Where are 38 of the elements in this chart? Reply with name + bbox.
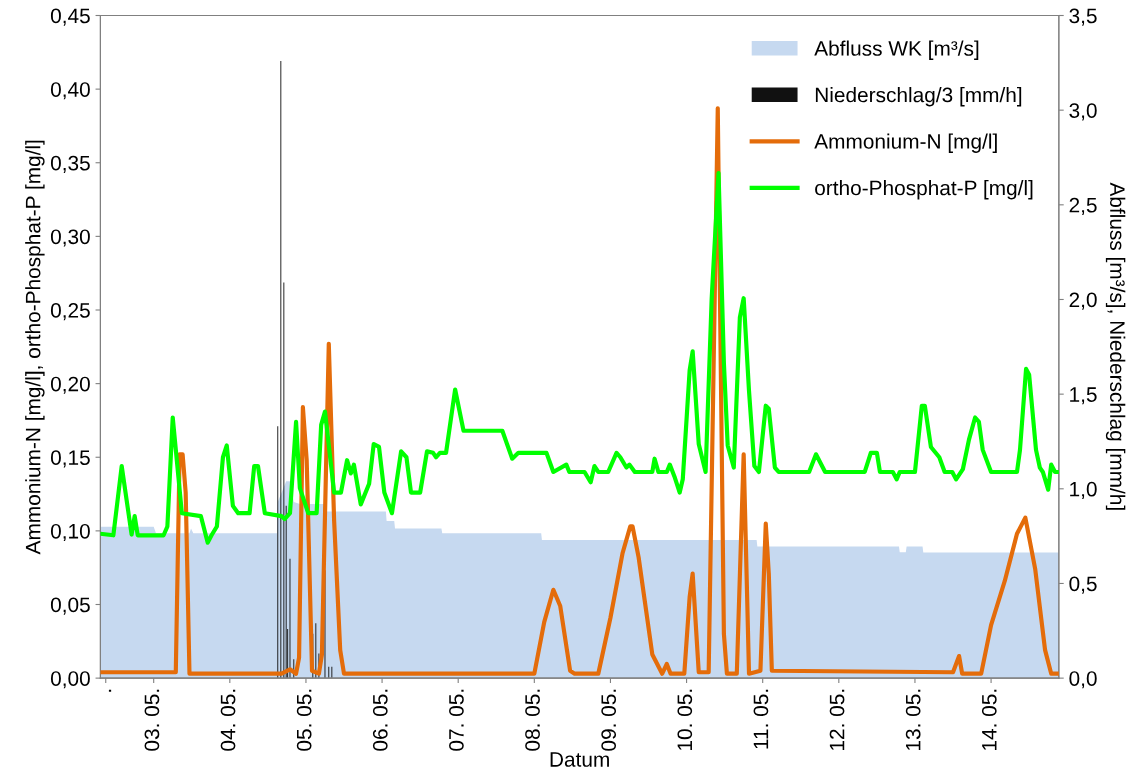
y-tick-label: 0,25 bbox=[50, 303, 90, 321]
y-tick-label: 0,45 bbox=[50, 8, 90, 26]
x-tick-label: 08. 05. bbox=[525, 689, 540, 751]
legend-label: ortho-Phosphat-P [mg/l] bbox=[815, 180, 1033, 200]
y2-tick-label: 0,0 bbox=[1069, 671, 1097, 689]
y-tick-label: 0,10 bbox=[50, 523, 90, 542]
y-tick-label: 0,15 bbox=[50, 450, 90, 468]
x-tick-label: 11. 05. bbox=[753, 689, 769, 749]
legend-label: Abfluss WK [m³/s] bbox=[814, 40, 979, 60]
y2-tick-label: 1,0 bbox=[1070, 481, 1097, 500]
x-tick-label: 07. 05. bbox=[449, 689, 464, 751]
y2-axis-title: Abfluss [m³/s], Niederschlag [mm/h] bbox=[1105, 182, 1126, 510]
y-tick-label: 0,40 bbox=[50, 82, 90, 100]
y2-tick-label: 2,5 bbox=[1069, 197, 1097, 216]
x-tick-label: 12. 05. bbox=[829, 689, 845, 750]
x-tick-label: 10. 05. bbox=[677, 689, 693, 750]
y-tick-label: 0,30 bbox=[50, 229, 90, 247]
x-tick-label: 06. 05. bbox=[372, 689, 388, 751]
x-axis-title: Datum bbox=[550, 752, 609, 767]
x-tick-label: 14. 05. bbox=[981, 689, 997, 750]
y-tick-label: 0,00 bbox=[50, 671, 90, 689]
y-tick-label: 0,35 bbox=[50, 155, 90, 173]
x-tick-label: 13. 05. bbox=[905, 689, 921, 750]
y2-tick-label: 2,0 bbox=[1069, 292, 1097, 310]
y2-tick-label: 3,5 bbox=[1069, 8, 1097, 26]
legend-label: Ammonium-N [mg/l] bbox=[814, 133, 997, 153]
y-tick-label: 0,20 bbox=[50, 376, 90, 394]
x-tick-label: . bbox=[108, 689, 112, 692]
legend-label: Niederschlag/3 [mm/h] bbox=[815, 87, 1022, 107]
y2-tick-label: 1,5 bbox=[1070, 387, 1097, 405]
x-tick-label: 04. 05. bbox=[220, 689, 236, 751]
x-tick-label: 05. 05. bbox=[296, 689, 312, 751]
y-tick-label: 0,05 bbox=[50, 597, 90, 615]
y-axis-title: Ammonium-N [mg/l], ortho-Phosphat-P [mg/l] bbox=[25, 140, 45, 555]
x-tick-label: 03. 05. bbox=[144, 689, 160, 751]
y2-tick-label: 3,0 bbox=[1069, 103, 1097, 121]
y2-tick-label: 0,5 bbox=[1069, 576, 1097, 594]
x-tick-label: 09. 05. bbox=[601, 689, 617, 751]
